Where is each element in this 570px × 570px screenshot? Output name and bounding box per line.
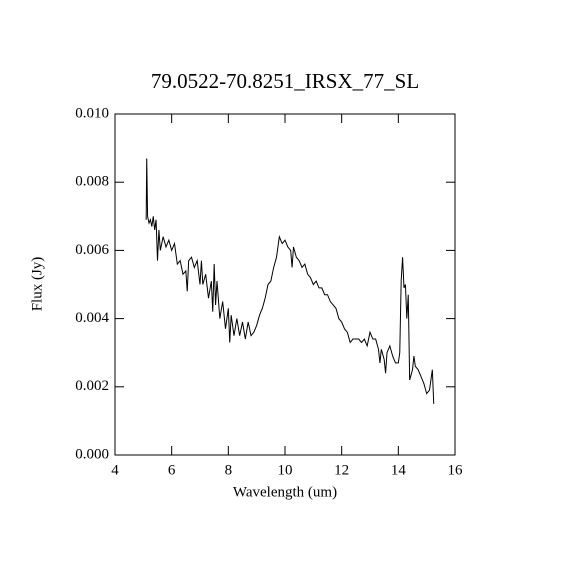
x-tick-label: 14 bbox=[391, 462, 407, 478]
y-axis-label: Flux (Jy) bbox=[29, 257, 45, 312]
y-tick-label: 0.000 bbox=[75, 446, 109, 462]
x-tick-label: 16 bbox=[448, 462, 464, 478]
x-tick-label: 12 bbox=[334, 462, 349, 478]
x-tick-label: 10 bbox=[278, 462, 293, 478]
chart-title: 79.0522-70.8251_IRSX_77_SL bbox=[151, 69, 419, 93]
x-tick-label: 8 bbox=[225, 462, 233, 478]
x-tick-label: 4 bbox=[111, 462, 119, 478]
y-tick-label: 0.008 bbox=[75, 174, 109, 190]
y-tick-label: 0.004 bbox=[75, 310, 109, 326]
y-tick-label: 0.006 bbox=[75, 242, 109, 258]
y-tick-label: 0.002 bbox=[75, 378, 109, 394]
x-axis-label: Wavelength (um) bbox=[233, 484, 337, 500]
x-tick-label: 6 bbox=[168, 462, 176, 478]
spectrum-line bbox=[145, 158, 435, 404]
y-tick-label: 0.010 bbox=[75, 105, 109, 121]
